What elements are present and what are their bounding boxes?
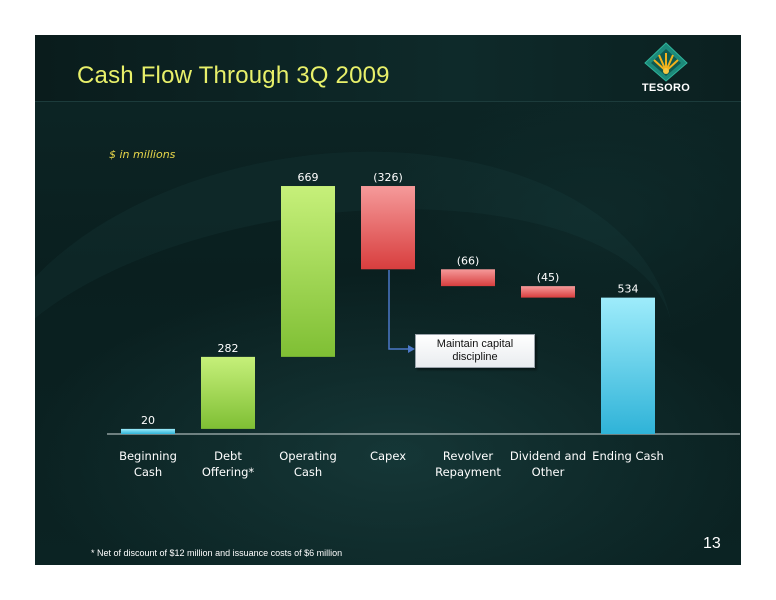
callout-connector (388, 270, 413, 350)
category-label-6-0: Ending Cash (592, 449, 664, 463)
callout-arrowhead (408, 345, 415, 353)
waterfall-chart: 20 282 669 (326) (66) (45) 534 Beginning Cash De… (107, 171, 740, 479)
category-label-3-0: Capex (370, 449, 406, 463)
data-label-1: 282 (218, 342, 239, 355)
data-label-4: (66) (457, 254, 480, 267)
data-label-0: 20 (141, 414, 155, 427)
tesoro-logo-icon (644, 42, 688, 82)
logo-text: TESORO (641, 82, 691, 94)
category-label-4-0: Revolver (443, 449, 493, 463)
chart-units-label: $ in millions (109, 148, 176, 161)
page-number: 13 (703, 535, 721, 552)
data-label-2: 669 (298, 171, 319, 184)
category-label-5-1: Other (532, 465, 565, 479)
bar-5 (521, 286, 575, 298)
category-label-2-1: Cash (294, 465, 322, 479)
data-label-5: (45) (537, 271, 560, 284)
data-label-3: (326) (373, 171, 403, 184)
footnote: * Net of discount of $12 million and iss… (91, 548, 343, 558)
tesoro-logo: TESORO (631, 41, 701, 101)
bar-6 (601, 297, 655, 434)
callout-box: Maintain capital discipline (415, 334, 535, 368)
bar-1 (201, 356, 255, 429)
bar-0 (121, 428, 175, 434)
slide-title: Cash Flow Through 3Q 2009 (77, 62, 390, 89)
category-label-2-0: Operating (279, 449, 337, 463)
bar-3 (361, 186, 415, 270)
slide: Cash Flow Through 3Q 2009 TESORO $ in mi… (35, 35, 741, 565)
category-label-0-0: Beginning (119, 449, 177, 463)
category-label-0-1: Cash (134, 465, 162, 479)
category-label-5-0: Dividend and (510, 449, 586, 463)
bar-4 (441, 269, 495, 287)
header-band (35, 35, 741, 102)
category-label-1-0: Debt (214, 449, 242, 463)
data-label-6: 534 (618, 283, 639, 296)
bar-2 (281, 186, 335, 357)
category-label-4-1: Repayment (435, 465, 501, 479)
category-label-1-1: Offering* (202, 465, 255, 479)
